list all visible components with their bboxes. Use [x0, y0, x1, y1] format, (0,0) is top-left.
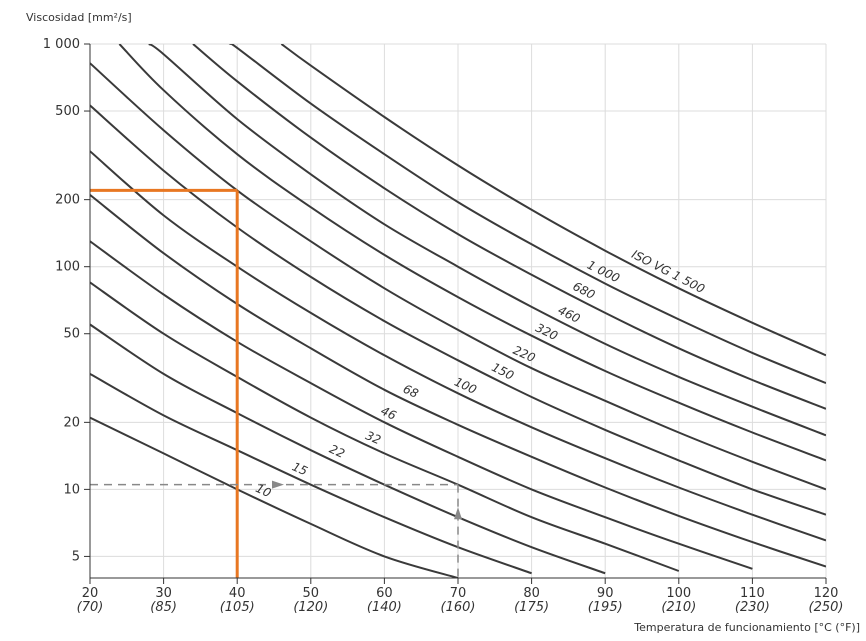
- x-tick-label: 110: [740, 586, 765, 601]
- iso-vg-curve-32: [90, 281, 680, 572]
- y-tick-label: 1 000: [43, 37, 80, 52]
- x-tick-sublabel: (120): [293, 600, 328, 615]
- x-tick-label: 50: [303, 586, 320, 601]
- y-tick-label: 5: [72, 549, 80, 564]
- iso-vg-curve-1000: [228, 44, 826, 385]
- curve-label-46: 46: [379, 404, 399, 423]
- x-tick-label: 70: [450, 586, 467, 601]
- curve-label-15: 15: [290, 459, 310, 478]
- curve-label-32: 32: [363, 428, 383, 447]
- x-tick-sublabel: (70): [77, 600, 104, 615]
- overlay-layer: [90, 188, 462, 578]
- iso-vg-curve-22: [90, 323, 606, 575]
- x-tick-sublabel: (85): [150, 600, 177, 615]
- iso-vg-curve-220: [90, 62, 826, 491]
- x-tick-label: 120: [814, 586, 839, 601]
- x-tick-label: 60: [376, 586, 393, 601]
- iso-vg-curve-320: [118, 44, 826, 462]
- x-tick-label: 40: [229, 586, 246, 601]
- x-tick-sublabel: (175): [514, 600, 549, 615]
- y-tick-label: 20: [63, 415, 80, 430]
- y-tick-label: 500: [55, 104, 80, 119]
- x-tick-sublabel: (160): [441, 600, 476, 615]
- iso-vg-curve-680: [192, 44, 826, 410]
- curve-label-10: 10: [254, 481, 274, 500]
- iso-vg-curve-68: [90, 194, 826, 568]
- curve-label-22: 22: [327, 442, 347, 461]
- iso-vg-curve-1500: [280, 44, 826, 357]
- x-tick-label: 100: [666, 586, 691, 601]
- axis-layer: [84, 43, 827, 584]
- x-axis-title: Temperatura de funcionamiento [°C (°F)]: [633, 621, 860, 634]
- x-tick-label: 20: [82, 586, 99, 601]
- x-tick-label: 80: [523, 586, 540, 601]
- y-tick-label: 50: [63, 327, 80, 342]
- y-tick-label: 200: [55, 193, 80, 208]
- iso-vg-curve-10: [90, 416, 459, 578]
- x-tick-sublabel: (140): [367, 600, 402, 615]
- x-tick-sublabel: (230): [735, 600, 770, 615]
- x-tick-sublabel: (195): [588, 600, 623, 615]
- iso-vg-curve-460: [148, 44, 826, 437]
- x-tick-sublabel: (210): [661, 600, 696, 615]
- y-axis-title: Viscosidad [mm²/s]: [26, 11, 132, 24]
- y-tick-label: 100: [55, 260, 80, 275]
- curve-layer: [90, 44, 826, 578]
- iso-vg-curve-100: [90, 150, 826, 542]
- iso-vg-curve-46: [90, 240, 753, 570]
- x-tick-label: 90: [597, 586, 614, 601]
- x-tick-label: 30: [155, 586, 172, 601]
- arrow-up-icon: [454, 507, 462, 520]
- x-tick-sublabel: (105): [220, 600, 255, 615]
- arrow-right-icon: [272, 480, 284, 489]
- iso-vg-curve-150: [90, 104, 826, 516]
- x-tick-sublabel: (250): [809, 600, 844, 615]
- curve-label-68: 68: [401, 382, 421, 401]
- y-tick-label: 10: [63, 482, 80, 497]
